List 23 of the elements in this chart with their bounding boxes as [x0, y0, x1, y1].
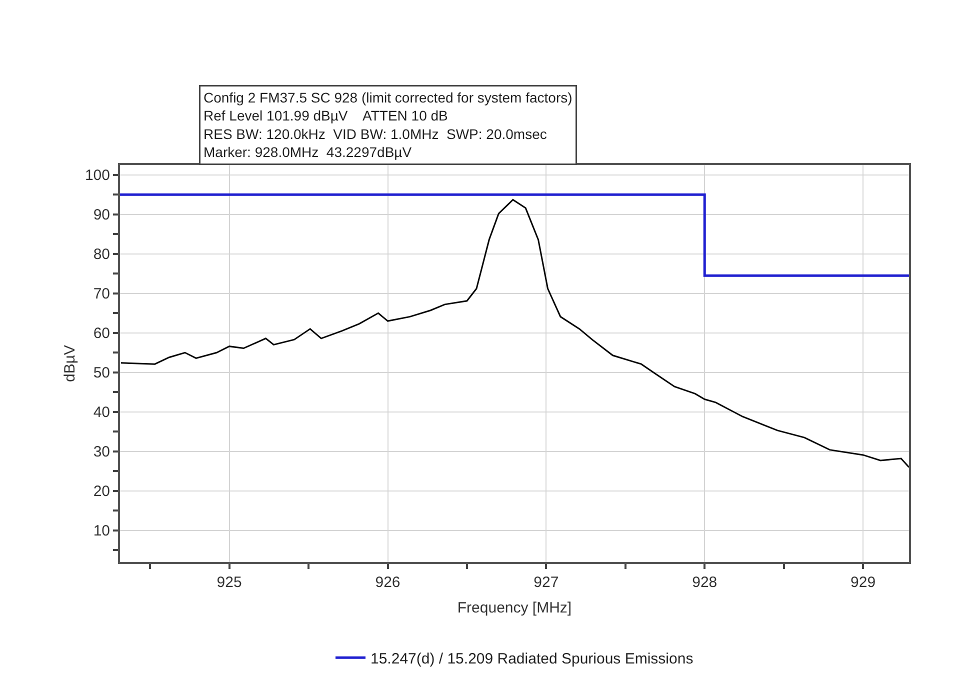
y-tick-label: 30: [93, 444, 110, 461]
y-tick-label: 80: [93, 246, 110, 264]
x-tick-label: 928: [692, 574, 718, 591]
x-axis-title: Frequency [MHz]: [457, 600, 572, 616]
x-tick-label: 926: [375, 574, 400, 591]
y-tick-label: 70: [93, 286, 110, 303]
y-tick-label: 100: [84, 167, 110, 184]
y-tick-label: 90: [93, 206, 110, 224]
y-tick-label: 60: [93, 325, 110, 342]
legend-label: 15.247(d) / 15.209 Radiated Spurious Emissions: [370, 650, 694, 668]
text: Marker: 928.0MHz 43.2297dBµV: [204, 144, 412, 160]
x-tick-label: 925: [216, 574, 242, 591]
y-tick-label: 40: [93, 404, 110, 422]
y-tick-label: 50: [93, 364, 110, 382]
y-axis-title: dBµV: [62, 345, 79, 382]
text: Config 2 FM37.5 SC 928 (limit corrected for system factors): [204, 90, 572, 106]
x-tick-label: 929: [850, 574, 876, 591]
text: RES BW: 120.0kHz VID BW: 1.0MHz SWP: 20.0msec: [204, 126, 547, 142]
line-series: [120, 199, 909, 468]
text: Ref Level 101.99 dBµV ATTEN 10 dB: [204, 108, 448, 124]
y-tick-label: 20: [93, 483, 110, 500]
y-tick-label: 10: [93, 522, 110, 540]
x-tick-label: 927: [534, 574, 559, 591]
